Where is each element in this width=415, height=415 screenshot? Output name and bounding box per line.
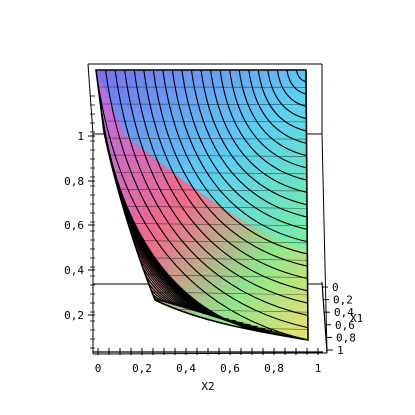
surface-fill-upper	[96, 70, 308, 250]
mesh-line-u	[248, 70, 308, 145]
mesh-line-u	[286, 70, 308, 96]
z-tick-label: 0,8	[64, 175, 84, 188]
mesh-line-u	[124, 70, 308, 304]
mesh-line-u	[267, 70, 308, 120]
mesh-line-u	[210, 70, 308, 194]
mesh-line-u	[96, 70, 308, 340]
z-tick-label: 0,2	[64, 309, 84, 322]
mesh-line-u	[105, 70, 308, 329]
mesh-line-u	[276, 70, 308, 108]
mesh-line-h	[96, 120, 308, 123]
mesh-line-h	[96, 137, 308, 140]
mesh-line-u	[229, 70, 308, 169]
mesh-line-u	[114, 70, 308, 316]
mesh-line-u	[162, 70, 308, 255]
box-edge	[321, 133, 328, 354]
axes: 0,20,40,60,810 0,2 0,4 0,6 0,8 1X200,20,40,60…	[64, 95, 363, 393]
x-tick-label: 0,2	[132, 362, 152, 375]
y-tick-label: 0	[332, 281, 339, 294]
z-tick-label: 1	[77, 130, 84, 143]
x-tick-label: 0,6	[220, 362, 240, 375]
mesh-line-h	[96, 171, 308, 175]
y-tick-label: 1	[337, 344, 344, 357]
mesh-line-h	[96, 103, 308, 105]
x-tick-label: 1	[315, 362, 322, 375]
mesh-line-h	[96, 188, 308, 192]
mesh-line-u	[181, 70, 308, 231]
surface-mesh	[95, 69, 309, 341]
y-tick-label: 0,2	[333, 294, 353, 307]
y-axis-label: X1	[350, 312, 363, 325]
mesh-line-u	[238, 70, 308, 157]
x-tick-label: 0	[95, 362, 102, 375]
mesh-line-u	[219, 70, 308, 181]
box-edge	[87, 63, 94, 135]
y-tick-label: 0,4	[334, 306, 354, 319]
z-tick-label: 0,6	[64, 219, 84, 232]
mesh-line-u	[143, 70, 308, 280]
mesh-line-h	[96, 222, 308, 226]
surface-outline	[95, 69, 309, 341]
x-tick-label: 0,4	[176, 362, 196, 375]
mesh-line-u	[200, 70, 308, 206]
mesh-line-u	[257, 70, 308, 132]
x-tick-label: 0,8	[264, 362, 284, 375]
mesh-line-u	[152, 70, 308, 267]
y-tick-label: 0,8	[336, 331, 356, 344]
y-axis-line	[321, 281, 328, 354]
mesh-line-u	[190, 70, 308, 218]
y-tick-label: 0,6	[335, 319, 355, 332]
mesh-line-u	[133, 70, 308, 292]
mesh-line-u	[171, 70, 308, 243]
mesh-line-h	[96, 154, 308, 157]
box-edge	[92, 352, 328, 355]
mesh-line-h	[96, 205, 308, 209]
z-tick-label: 0,4	[64, 264, 84, 277]
x-axis-label: X2	[201, 380, 214, 393]
